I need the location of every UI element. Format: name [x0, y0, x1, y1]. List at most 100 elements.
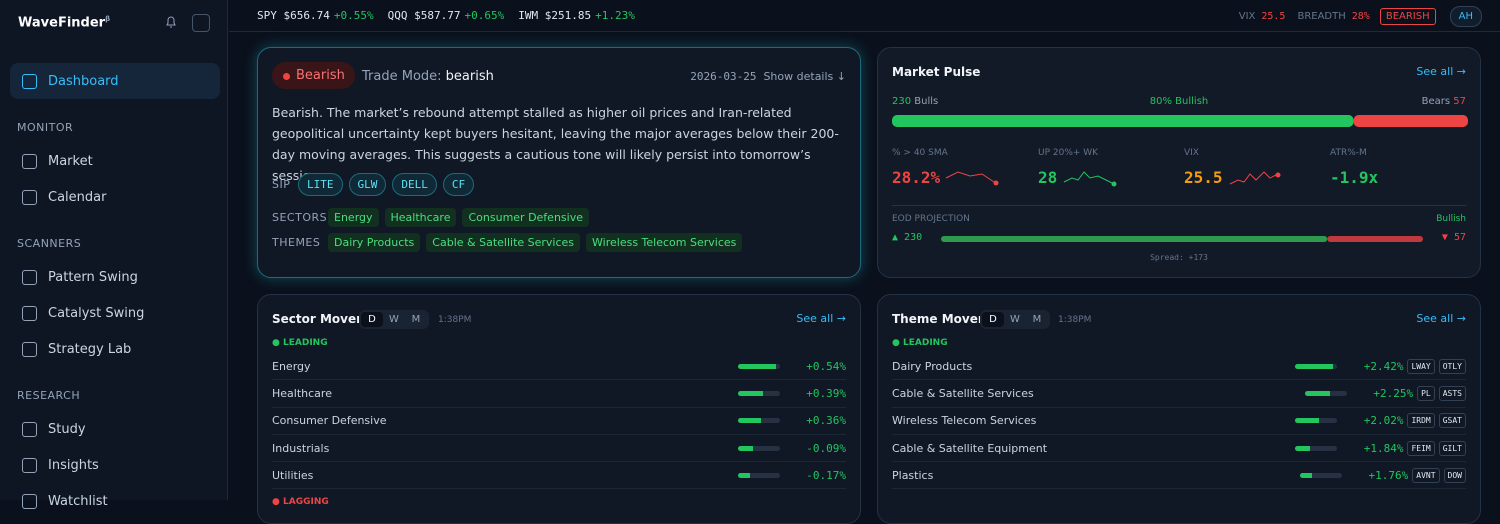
eod-bears: ▼ 57 [1441, 232, 1466, 243]
collapse-sidebar[interactable] [192, 14, 210, 32]
ticker-chip[interactable]: FEIM [1407, 440, 1435, 456]
mover-name: Industrials [272, 441, 330, 455]
nav-item[interactable]: Insights [10, 447, 220, 483]
ticker-chip[interactable]: OTLY [1438, 358, 1466, 374]
mover-change: +0.54% [806, 359, 846, 373]
mover-row[interactable]: Healthcare +0.39% [272, 380, 846, 408]
ticker[interactable]: SPY $656.74 +0.55% [257, 9, 374, 22]
mover-bar [738, 390, 780, 396]
theme-tag[interactable]: Cable & Satellite Services [426, 233, 581, 252]
ticker-chip[interactable]: PL [1417, 385, 1435, 401]
nav-item[interactable]: Strategy Lab [10, 331, 220, 367]
nav-item[interactable]: Calendar [10, 179, 220, 215]
mover-bar-fill [1295, 445, 1311, 451]
ticker-chip[interactable]: LWAY [1407, 358, 1435, 374]
themes-row: THEMES Dairy Products Cable & Satellite Se… [272, 233, 748, 252]
period[interactable]: D [982, 312, 1004, 327]
see-all[interactable]: See all → [1416, 312, 1466, 325]
eod-bar [941, 236, 1423, 242]
theme-tag[interactable]: Dairy Products [328, 233, 421, 252]
sip-chip[interactable]: CF [442, 173, 475, 196]
mover-row[interactable]: Dairy Products +2.42% LWAY OTLY [892, 353, 1466, 381]
metric-value: 28.2% [892, 168, 941, 187]
mover-bar-fill [738, 472, 750, 478]
ticker-chip[interactable]: ASTS [1438, 385, 1466, 401]
mover-name: Consumer Defensive [272, 414, 387, 428]
sparklines [945, 171, 1281, 187]
mover-row[interactable]: Industrials -0.09% [272, 435, 846, 463]
mover-bar-fill [738, 445, 753, 451]
divider [892, 205, 1466, 206]
sip-chip[interactable]: LITE [298, 173, 343, 196]
breadth-label: BREADTH [1297, 11, 1346, 22]
see-all[interactable]: See all → [796, 312, 846, 325]
nav-section: RESEARCH [17, 389, 81, 402]
ticker-chip[interactable]: GSAT [1438, 413, 1466, 429]
mode-value: bearish [445, 69, 494, 84]
ticker-price: $656.74 [283, 9, 330, 22]
ticker-chip[interactable]: GILT [1438, 440, 1466, 456]
ticker-chip[interactable]: IRDM [1407, 413, 1435, 429]
nav-item[interactable]: Study [10, 411, 220, 447]
mover-row[interactable]: Utilities -0.17% [272, 462, 846, 490]
bar-segment [941, 236, 1328, 242]
mover-bar [1295, 445, 1338, 451]
time: 1:38PM [1058, 315, 1092, 325]
market-pulse-card: Market Pulse See all → 230 Bulls 80% Bul… [877, 47, 1481, 278]
period[interactable]: M [1032, 314, 1042, 325]
bears-label: Bears [1421, 96, 1451, 107]
period[interactable]: W [389, 314, 399, 325]
show-details[interactable]: Show details ↓ [763, 70, 846, 83]
time: 1:38PM [438, 315, 472, 325]
ticker-chip[interactable]: AVNT [1412, 467, 1440, 483]
rows: Dairy Products +2.42% LWAY OTLY Cable & Sate… [892, 353, 1466, 490]
nav-item[interactable]: Watchlist [10, 483, 220, 519]
mover-row[interactable]: Energy +0.54% [272, 353, 846, 381]
mover-row[interactable]: Wireless Telecom Services +2.02% IRDM GSAT [892, 408, 1466, 435]
bulls: 230 Bulls [892, 96, 938, 107]
eod-bears-count: 57 [1453, 232, 1466, 243]
ticker[interactable]: IWM $251.85 +1.23% [518, 9, 635, 22]
mover-bar-fill [1295, 418, 1319, 424]
period[interactable]: W [1010, 314, 1020, 325]
mover-bar-fill [1300, 472, 1313, 478]
mover-row[interactable]: Plastics +1.76% AVNT DOW [892, 462, 1466, 490]
sectors-row: SECTORS Energy Healthcare Consumer Defensiv… [272, 208, 595, 227]
brand[interactable]: WaveFinderβ [18, 15, 110, 30]
sip-label: SIP [272, 178, 291, 191]
eod-bulls: ▲ 230 [892, 232, 923, 243]
sector-tag[interactable]: Consumer Defensive [462, 208, 589, 227]
sip-chip[interactable]: DELL [392, 173, 437, 196]
nav-item[interactable]: Catalyst Swing [10, 295, 220, 331]
trade-mode: Trade Mode: bearish [362, 69, 494, 84]
bar-segment [1353, 115, 1468, 127]
mover-row[interactable]: Cable & Satellite Services +2.25% PL ASTS [892, 380, 1466, 408]
mover-name: Plastics [892, 468, 934, 482]
period[interactable]: D [361, 312, 383, 327]
sectors-label: SECTORS [272, 211, 328, 224]
nav-item[interactable]: Market [10, 143, 220, 179]
ticker[interactable]: QQQ $587.77 +0.65% [388, 9, 505, 22]
mover-bar [1295, 418, 1338, 424]
nav-item[interactable]: Pattern Swing [10, 259, 220, 295]
metric: VIX 25.5 [1184, 148, 1324, 187]
notifications[interactable] [163, 14, 181, 32]
mover-bar [738, 418, 780, 424]
vix-value: 25.5 [1261, 11, 1286, 22]
session-badge[interactable]: AH [1449, 6, 1482, 27]
sector-tag[interactable]: Energy [328, 208, 379, 227]
bias-badge: Bearish [272, 62, 355, 89]
card-title: Market Pulse [892, 65, 981, 79]
see-all[interactable]: See all → [1416, 65, 1466, 78]
ticker-chip[interactable]: DOW [1443, 467, 1466, 483]
theme-tag[interactable]: Wireless Telecom Services [586, 233, 743, 252]
card-title: Theme Movers [892, 312, 991, 326]
period[interactable]: M [411, 314, 421, 325]
nav-item[interactable]: Dashboard [10, 63, 220, 99]
mover-row[interactable]: Cable & Satellite Equipment +1.84% FEIM GIL… [892, 435, 1466, 463]
sip-chip[interactable]: GLW [348, 173, 387, 196]
leading-label: ● LEADING [272, 338, 328, 348]
mover-row[interactable]: Consumer Defensive +0.36% [272, 408, 846, 435]
sector-tag[interactable]: Healthcare [384, 208, 457, 227]
page: WaveFinder Dashboard *{box-sizing:border… [10, 0, 1500, 524]
